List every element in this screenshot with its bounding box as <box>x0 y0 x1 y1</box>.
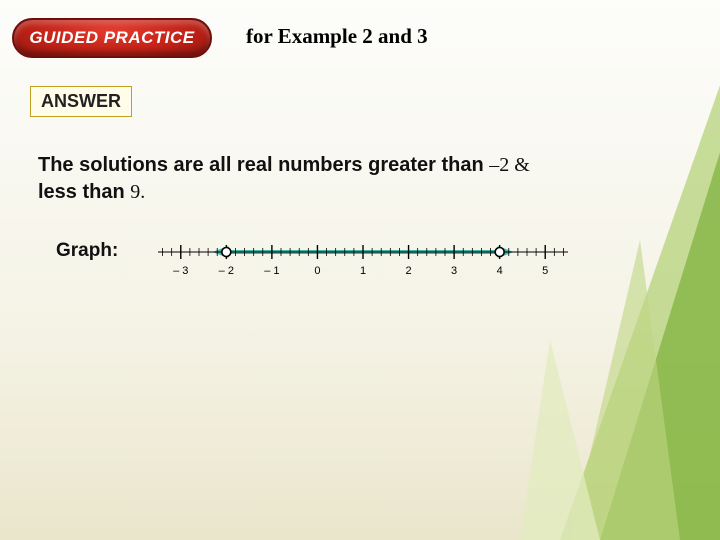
slide: GUIDED PRACTICE for Example 2 and 3 ANSW… <box>0 0 720 540</box>
svg-text:– 1: – 1 <box>264 265 279 277</box>
answer-label-text: ANSWER <box>41 91 121 111</box>
number-line: – 3 – 2 – 1 0 1 2 3 4 5 <box>148 232 578 292</box>
solution-value-1: –2 <box>489 154 509 176</box>
solution-value-2: 9. <box>130 181 145 203</box>
svg-text:– 3: – 3 <box>173 265 188 277</box>
svg-text:4: 4 <box>497 265 503 277</box>
solution-text: The solutions are all real numbers great… <box>38 152 598 206</box>
svg-text:2: 2 <box>405 265 411 277</box>
svg-text:0: 0 <box>314 265 320 277</box>
solution-mid: less than <box>38 181 130 203</box>
svg-text:1: 1 <box>360 265 366 277</box>
answer-label-box: ANSWER <box>30 86 132 117</box>
solution-amp: & <box>509 154 530 176</box>
header-pill-text: GUIDED PRACTICE <box>29 28 194 48</box>
graph-label: Graph: <box>56 240 118 262</box>
solution-prefix: The solutions are all real numbers great… <box>38 154 489 176</box>
header-pill: GUIDED PRACTICE <box>12 18 212 58</box>
svg-text:– 2: – 2 <box>219 265 234 277</box>
header-subtitle: for Example 2 and 3 <box>246 24 428 49</box>
svg-text:5: 5 <box>542 265 548 277</box>
svg-text:3: 3 <box>451 265 457 277</box>
